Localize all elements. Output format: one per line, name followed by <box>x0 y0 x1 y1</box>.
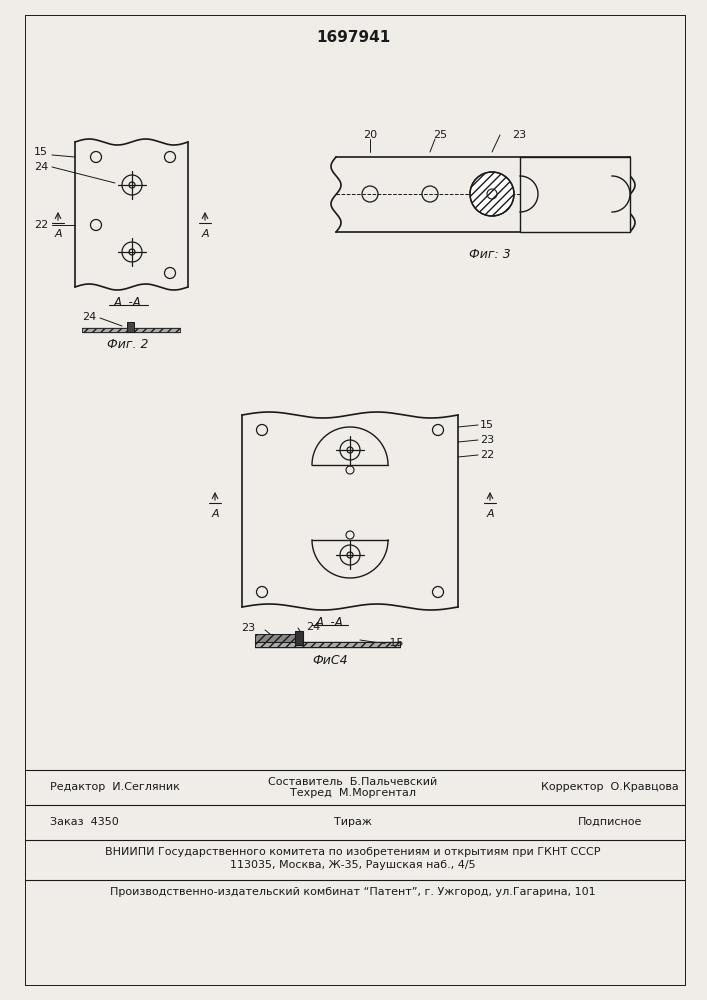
Text: 25: 25 <box>433 130 447 140</box>
Text: ФиС4: ФиС4 <box>312 654 348 666</box>
Text: A  -A: A -A <box>114 296 142 308</box>
Text: - 15: - 15 <box>382 638 404 648</box>
Text: Подписное: Подписное <box>578 817 642 827</box>
Text: 23: 23 <box>512 130 526 140</box>
Text: Техред  М.Моргентал: Техред М.Моргентал <box>290 788 416 798</box>
Text: 24: 24 <box>34 162 48 172</box>
Text: 15: 15 <box>34 147 48 157</box>
Bar <box>255 642 400 647</box>
Bar <box>82 328 180 332</box>
Text: Производственно-издательский комбинат “Патент”, г. Ужгород, ул.Гагарина, 101: Производственно-издательский комбинат “П… <box>110 887 596 897</box>
Text: A: A <box>486 509 493 519</box>
Text: 22: 22 <box>480 450 494 460</box>
Text: A: A <box>54 229 62 239</box>
Text: Тираж: Тираж <box>334 817 372 827</box>
Bar <box>520 157 630 232</box>
Bar <box>127 322 134 332</box>
Text: 15: 15 <box>480 420 494 430</box>
Text: 23: 23 <box>241 623 255 633</box>
Bar <box>295 631 303 645</box>
Text: Заказ  4350: Заказ 4350 <box>50 817 119 827</box>
Text: Корректор  О.Кравцова: Корректор О.Кравцова <box>541 782 679 792</box>
Text: Фиг: 3: Фиг: 3 <box>469 247 511 260</box>
Text: Фиг. 2: Фиг. 2 <box>107 338 148 352</box>
Text: ВНИИПИ Государственного комитета по изобретениям и открытиям при ГКНТ СССР: ВНИИПИ Государственного комитета по изоб… <box>105 847 601 857</box>
Text: A: A <box>211 509 218 519</box>
Text: 22: 22 <box>34 220 48 230</box>
Text: 24: 24 <box>306 622 320 632</box>
Text: 20: 20 <box>363 130 377 140</box>
Text: 24: 24 <box>82 312 96 322</box>
Text: Составитель  Б.Пальчевский: Составитель Б.Пальчевский <box>269 777 438 787</box>
Bar <box>255 634 295 642</box>
Circle shape <box>470 172 514 216</box>
Text: A: A <box>201 229 209 239</box>
Text: 1697941: 1697941 <box>316 29 390 44</box>
Text: A  -A: A -A <box>316 615 344 629</box>
Text: 23: 23 <box>480 435 494 445</box>
Text: 113035, Москва, Ж-35, Раушская наб., 4/5: 113035, Москва, Ж-35, Раушская наб., 4/5 <box>230 860 476 870</box>
Text: Редактор  И.Сегляник: Редактор И.Сегляник <box>50 782 180 792</box>
